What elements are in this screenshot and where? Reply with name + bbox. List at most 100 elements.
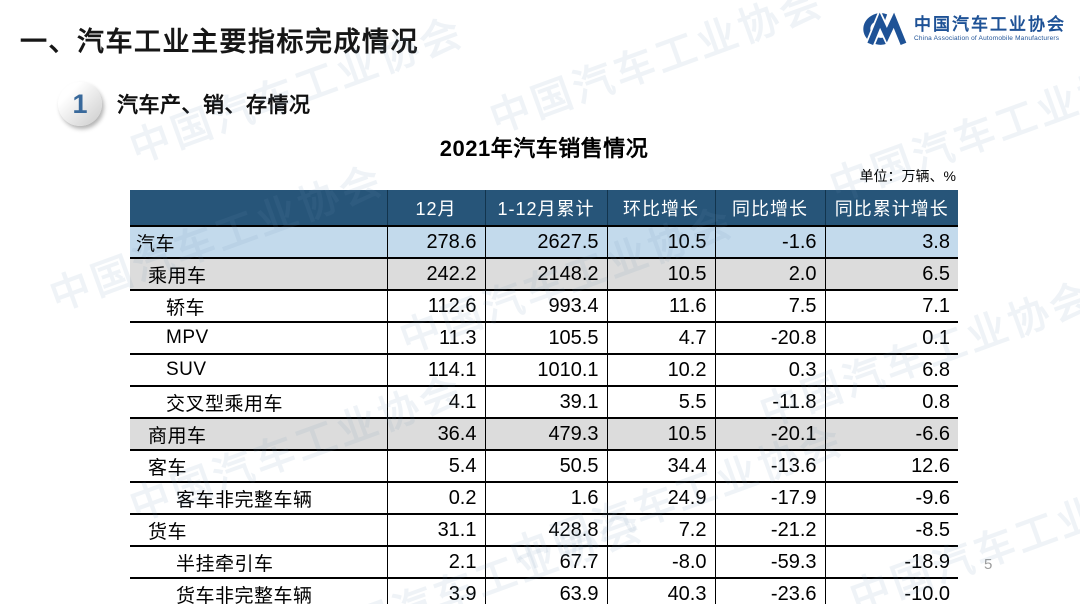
row-value: 40.3 bbox=[606, 578, 715, 604]
row-value: 428.8 bbox=[484, 514, 607, 547]
row-label: 汽车 bbox=[130, 226, 387, 259]
row-value: 11.6 bbox=[606, 290, 715, 323]
row-value: -8.0 bbox=[606, 546, 715, 579]
table-row: 交叉型乘用车 4.1 39.1 5.5 -11.8 0.8 bbox=[130, 386, 958, 419]
table-row: 轿车 112.6 993.4 11.6 7.5 7.1 bbox=[130, 290, 958, 323]
caam-logo-text: 中国汽车工业协会 China Association of Automobile… bbox=[914, 14, 1066, 43]
table-row: 商用车 36.4 479.3 10.5 -20.1 -6.6 bbox=[130, 418, 958, 451]
col-header-december: 12月 bbox=[386, 190, 485, 227]
caam-name-cn: 中国汽车工业协会 bbox=[914, 14, 1066, 34]
unit-note: 单位：万辆、% bbox=[859, 168, 956, 184]
row-label: SUV bbox=[130, 354, 387, 387]
row-value: 39.1 bbox=[484, 386, 607, 419]
section-number-badge: 1 bbox=[58, 82, 102, 126]
row-value: 2148.2 bbox=[484, 258, 607, 291]
row-value: 24.9 bbox=[606, 482, 715, 515]
row-value: -23.6 bbox=[714, 578, 825, 604]
row-value: 242.2 bbox=[386, 258, 485, 291]
row-value: 112.6 bbox=[386, 290, 485, 323]
page-title: 一、汽车工业主要指标完成情况 bbox=[20, 27, 419, 57]
col-header-cumulative: 1-12月累计 bbox=[484, 190, 607, 227]
row-value: 2.0 bbox=[714, 258, 825, 291]
caam-name-en: China Association of Automobile Manufact… bbox=[914, 34, 1060, 42]
row-value: 10.2 bbox=[606, 354, 715, 387]
row-value: 1010.1 bbox=[484, 354, 607, 387]
table-row: SUV 114.1 1010.1 10.2 0.3 6.8 bbox=[130, 354, 958, 387]
row-value: 50.5 bbox=[484, 450, 607, 483]
sales-table-block: 2021年汽车销售情况 单位：万辆、% 12月 1-12月累计 环比增长 同比增… bbox=[130, 131, 958, 604]
col-header-yoy-cumulative-growth: 同比累计增长 bbox=[824, 190, 958, 227]
row-label: 半挂牵引车 bbox=[130, 546, 387, 579]
row-value: 36.4 bbox=[386, 418, 485, 451]
row-value: 7.1 bbox=[824, 290, 958, 323]
row-value: -9.6 bbox=[824, 482, 958, 515]
row-value: 3.9 bbox=[386, 578, 485, 604]
row-value: 31.1 bbox=[386, 514, 485, 547]
row-value: 0.8 bbox=[824, 386, 958, 419]
row-value: 63.9 bbox=[484, 578, 607, 604]
table-title: 2021年汽车销售情况 bbox=[439, 136, 649, 161]
row-value: 4.7 bbox=[606, 322, 715, 355]
row-value: 0.3 bbox=[714, 354, 825, 387]
row-value: 993.4 bbox=[484, 290, 607, 323]
row-value: 6.8 bbox=[824, 354, 958, 387]
table-row: 货车非完整车辆 3.9 63.9 40.3 -23.6 -10.0 bbox=[130, 578, 958, 604]
row-value: 114.1 bbox=[386, 354, 485, 387]
row-label: 乘用车 bbox=[130, 258, 387, 291]
row-value: -20.8 bbox=[714, 322, 825, 355]
table-row: 客车 5.4 50.5 34.4 -13.6 12.6 bbox=[130, 450, 958, 483]
section-label: 汽车产、销、存情况 bbox=[117, 94, 311, 117]
row-value: 2627.5 bbox=[484, 226, 607, 259]
caam-logo: 中国汽车工业协会 China Association of Automobile… bbox=[851, 8, 1066, 48]
header-row: 12月 1-12月累计 环比增长 同比增长 同比累计增长 bbox=[130, 190, 958, 227]
watermark-text: 中国汽车工业协会 bbox=[484, 0, 831, 142]
row-value: 105.5 bbox=[484, 322, 607, 355]
row-value: -6.6 bbox=[824, 418, 958, 451]
row-value: -20.1 bbox=[714, 418, 825, 451]
row-value: -17.9 bbox=[714, 482, 825, 515]
sales-table-header: 12月 1-12月累计 环比增长 同比增长 同比累计增长 bbox=[130, 190, 958, 227]
row-label: 货车 bbox=[130, 514, 387, 547]
row-value: -13.6 bbox=[714, 450, 825, 483]
row-value: 2.1 bbox=[386, 546, 485, 579]
row-label: 客车非完整车辆 bbox=[130, 482, 387, 515]
page-number: 5 bbox=[984, 556, 993, 573]
row-value: -21.2 bbox=[714, 514, 825, 547]
row-value: 0.2 bbox=[386, 482, 485, 515]
caam-logo-icon bbox=[851, 8, 908, 48]
row-label: 客车 bbox=[130, 450, 387, 483]
row-value: 12.6 bbox=[824, 450, 958, 483]
col-header-yoy-growth: 同比增长 bbox=[714, 190, 825, 227]
row-value: 7.5 bbox=[714, 290, 825, 323]
row-label: 货车非完整车辆 bbox=[130, 578, 387, 604]
table-row: MPV 11.3 105.5 4.7 -20.8 0.1 bbox=[130, 322, 958, 355]
row-label: 交叉型乘用车 bbox=[130, 386, 387, 419]
row-value: 479.3 bbox=[484, 418, 607, 451]
row-value: 67.7 bbox=[484, 546, 607, 579]
row-value: -1.6 bbox=[714, 226, 825, 259]
section-heading: 1 汽车产、销、存情况 bbox=[58, 82, 311, 126]
row-value: 34.4 bbox=[606, 450, 715, 483]
row-value: 5.4 bbox=[386, 450, 485, 483]
row-value: 0.1 bbox=[824, 322, 958, 355]
row-value: 6.5 bbox=[824, 258, 958, 291]
col-header-mom-growth: 环比增长 bbox=[606, 190, 715, 227]
row-value: 4.1 bbox=[386, 386, 485, 419]
row-value: 3.8 bbox=[824, 226, 958, 259]
row-label: 商用车 bbox=[130, 418, 387, 451]
row-value: 10.5 bbox=[606, 258, 715, 291]
row-value: -8.5 bbox=[824, 514, 958, 547]
table-row: 汽车 278.6 2627.5 10.5 -1.6 3.8 bbox=[130, 226, 958, 259]
row-value: -59.3 bbox=[714, 546, 825, 579]
col-header-category bbox=[130, 190, 387, 227]
row-value: 11.3 bbox=[386, 322, 485, 355]
row-value: -10.0 bbox=[824, 578, 958, 604]
table-row: 客车非完整车辆 0.2 1.6 24.9 -17.9 -9.6 bbox=[130, 482, 958, 515]
row-label: 轿车 bbox=[130, 290, 387, 323]
sales-table-body: 汽车 278.6 2627.5 10.5 -1.6 3.8 乘用车 242.2 2148.2 10… bbox=[130, 226, 958, 604]
table-row: 乘用车 242.2 2148.2 10.5 2.0 6.5 bbox=[130, 258, 958, 291]
row-value: 10.5 bbox=[606, 418, 715, 451]
table-row: 货车 31.1 428.8 7.2 -21.2 -8.5 bbox=[130, 514, 958, 547]
row-value: 5.5 bbox=[606, 386, 715, 419]
